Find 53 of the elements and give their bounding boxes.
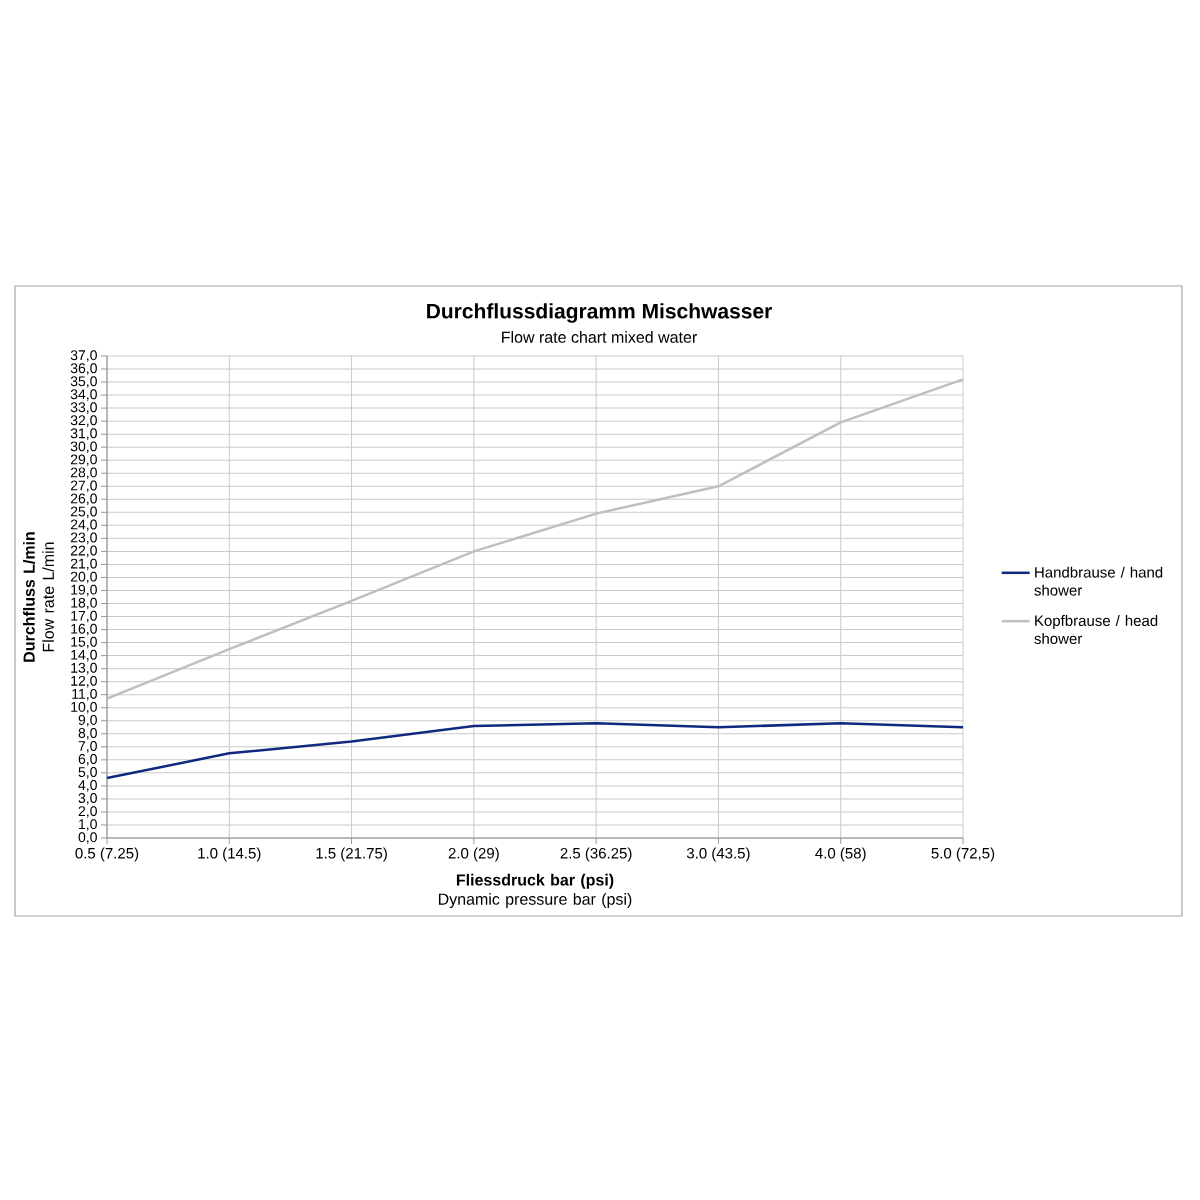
y-tick-label: 23,0 <box>70 532 97 545</box>
y-tick-label: 10,0 <box>71 701 97 714</box>
y-tick-label: 14,0 <box>71 649 97 662</box>
x-tick-label: 2.5 (36.25) <box>560 847 632 862</box>
y-tick-label: 27,0 <box>70 480 97 493</box>
y-tick-label: 13,0 <box>71 662 97 675</box>
y-tick-label: 19,0 <box>71 584 97 597</box>
x-axis-title: Fliessdruck bar (psi) Dynamic pressure bar (psi) <box>438 873 632 908</box>
y-tick-label: 26,0 <box>70 493 97 506</box>
line-series <box>105 722 965 780</box>
chart-title: Durchflussdiagramm Mischwasser <box>427 303 772 323</box>
y-tick-label: 32,0 <box>70 415 97 427</box>
y-tick-label: 22,0 <box>70 545 97 558</box>
x-tick-label: 5.0 (72,5) <box>931 847 995 862</box>
y-tick-label: 16,0 <box>71 623 97 636</box>
y-tick-label: 29,0 <box>70 454 97 466</box>
y-tick-label: 33,0 <box>70 402 97 414</box>
y-tick-label: 35,0 <box>70 376 97 388</box>
y-tick-label: 30,0 <box>70 441 97 453</box>
y-tick-label: 36,0 <box>70 363 97 375</box>
y-tick-label: 15,0 <box>71 636 97 649</box>
y-axis-title: Durchfluss L/min Flow rate L/min <box>23 532 54 662</box>
y-tick-label: 20,0 <box>70 571 97 584</box>
y-tick-label: 17,0 <box>71 610 97 623</box>
y-tick-label: 1,0 <box>79 819 97 831</box>
y-tick-label: 6,0 <box>78 754 97 766</box>
x-tick-label: 2.0 (29) <box>448 847 499 862</box>
y-tick-label: 5,0 <box>78 767 97 779</box>
y-tick-label: 4,0 <box>78 780 97 792</box>
y-tick-label: 0,0 <box>78 832 97 844</box>
y-tick-label: 28,0 <box>70 467 97 480</box>
y-tick-label: 21,0 <box>70 558 97 571</box>
y-tick-label: 31,0 <box>70 428 97 440</box>
y-tick-label: 18,0 <box>71 597 97 610</box>
chart-subtitle: Flow rate chart mixed water <box>502 331 697 343</box>
x-tick-label: 3.0 (43.5) <box>686 847 750 862</box>
legend-label: Handbrause / hand shower <box>1034 566 1163 596</box>
y-tick-label: 8,0 <box>78 727 97 740</box>
x-tick-label: 4.0 (58) <box>815 847 866 862</box>
y-tick-label: 25,0 <box>70 506 97 519</box>
y-tick-label: 34,0 <box>70 389 97 401</box>
x-tick-label: 1.5 (21.75) <box>316 847 387 862</box>
y-tick-label: 9,0 <box>78 714 97 727</box>
legend-label: Kopfbrause / head shower <box>1034 615 1158 645</box>
x-tick-label: 1.0 (14.5) <box>198 847 261 862</box>
y-tick-label: 24,0 <box>70 519 97 532</box>
y-tick-label: 2,0 <box>78 806 97 818</box>
y-tick-label: 7,0 <box>78 741 97 753</box>
y-tick-label: 37,0 <box>70 350 97 362</box>
y-tick-label: 3,0 <box>78 793 97 805</box>
y-tick-label: 12,0 <box>71 675 97 688</box>
y-tick-label: 11,0 <box>72 688 97 701</box>
x-tick-label: 0.5 (7.25) <box>75 847 139 862</box>
